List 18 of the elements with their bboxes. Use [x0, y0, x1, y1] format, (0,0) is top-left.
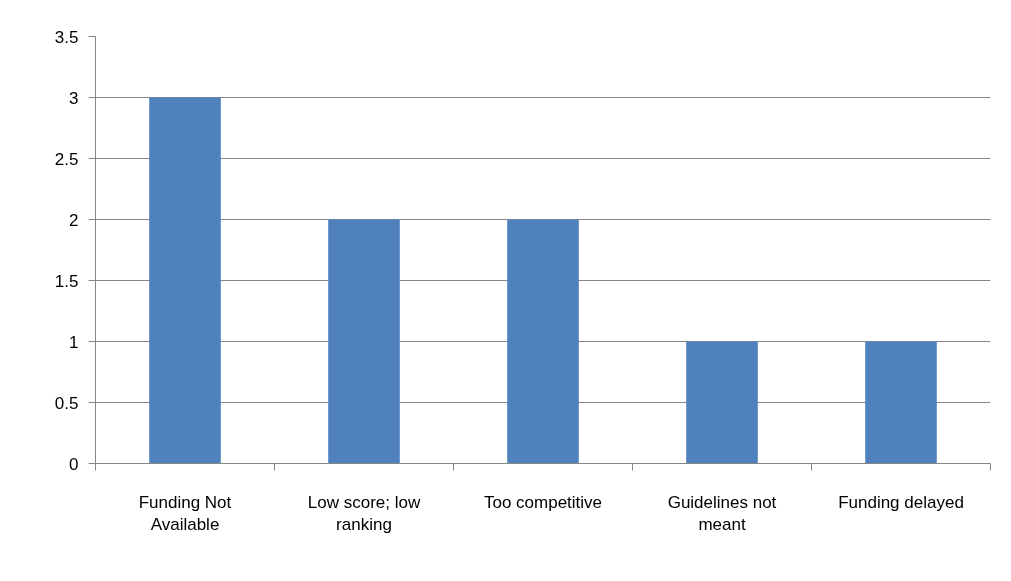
y-tick-label: 1	[69, 332, 79, 352]
bar	[328, 219, 400, 464]
bar	[507, 219, 579, 464]
x-tick-label: Funding delayed	[838, 492, 964, 512]
x-tick-label: Too competitive	[483, 492, 603, 512]
bar	[865, 341, 937, 464]
x-tick-label: Funding Not Available	[138, 492, 232, 535]
x-tick-label: Guidelines not meant	[667, 492, 777, 535]
x-tick-label: Low score; low ranking	[307, 492, 421, 535]
bar	[686, 341, 758, 464]
y-tick-label: 3.5	[54, 27, 79, 47]
y-tick-label: 0.5	[54, 393, 79, 413]
y-tick-label: 0	[69, 454, 79, 474]
y-tick-label: 2	[69, 210, 79, 230]
y-tick-label: 2.5	[54, 149, 79, 169]
bar	[149, 97, 221, 464]
y-tick-label: 3	[69, 88, 79, 108]
y-tick-label: 1.5	[54, 271, 79, 291]
